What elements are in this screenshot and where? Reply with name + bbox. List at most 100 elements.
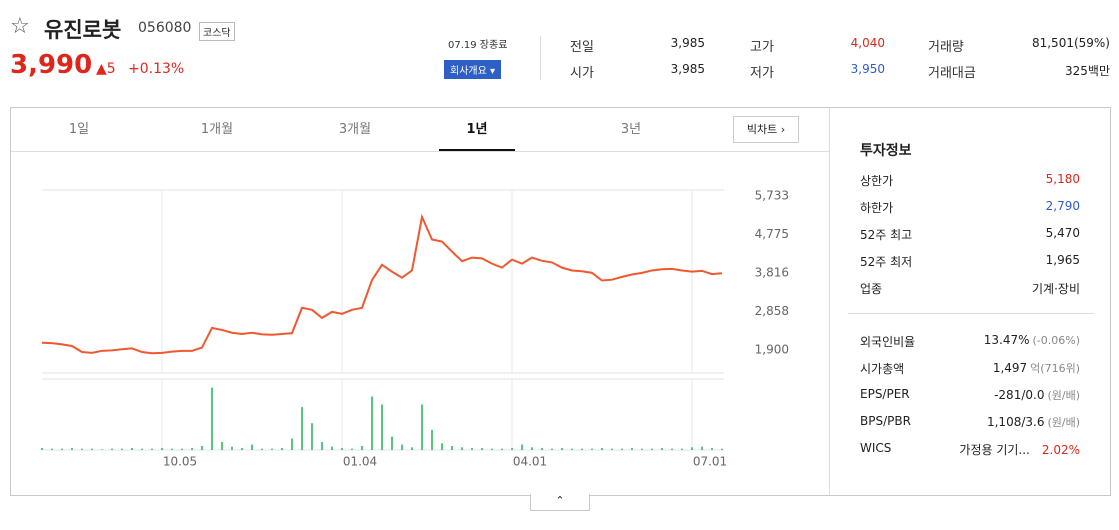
volume-bar xyxy=(581,448,583,450)
volume-bar xyxy=(261,448,263,450)
summary-value: 3,950 xyxy=(850,62,885,76)
tab[interactable]: 3년 xyxy=(620,122,642,137)
invest-number: 가정용 기기... xyxy=(959,443,1030,457)
y-tick-label: 1,900 xyxy=(755,343,789,357)
volume-bar xyxy=(171,448,173,450)
volume-bar xyxy=(461,447,463,450)
volume-bar xyxy=(691,447,693,450)
invest-sub: 2.02% xyxy=(1041,443,1080,457)
volume-bar xyxy=(41,447,43,450)
invest-value: 13.47% (-0.06%) xyxy=(984,333,1080,350)
invest-value: 2,790 xyxy=(1046,199,1080,216)
volume-bar xyxy=(671,448,673,450)
volume-bar xyxy=(431,429,433,450)
volume-bar xyxy=(661,447,663,450)
change-value: 5 xyxy=(106,61,116,77)
volume-bar xyxy=(211,387,213,450)
volume-bar xyxy=(61,448,63,450)
invest-row: 시가총액 1,497 억(716위) xyxy=(860,360,1080,377)
volume-bar xyxy=(571,448,573,450)
volume-bar xyxy=(231,446,233,450)
panel-divider xyxy=(829,108,830,495)
y-tick-label: 3,816 xyxy=(755,266,789,280)
volume-bar xyxy=(51,448,53,450)
volume-bar xyxy=(681,448,683,450)
volume-bar xyxy=(511,447,513,450)
y-tick-label: 4,775 xyxy=(755,227,789,241)
invest-row: 하한가 2,790 xyxy=(860,199,1080,216)
invest-number: 기계·장비 xyxy=(1032,282,1080,296)
collapse-button[interactable]: ⌃ xyxy=(530,494,590,511)
volume-bar xyxy=(131,447,133,450)
invest-sub: 억(716위) xyxy=(1030,362,1080,375)
volume-bar xyxy=(531,447,533,450)
volume-bar xyxy=(101,449,103,450)
volume-bar xyxy=(471,447,473,450)
invest-value: 1,108/3.6 (원/배) xyxy=(987,414,1080,430)
summary-value: 3,985 xyxy=(670,62,705,76)
tab[interactable]: 1년 xyxy=(439,108,515,151)
invest-number: 2,790 xyxy=(1045,199,1080,213)
volume-bar xyxy=(321,441,323,450)
invest-number: 5,470 xyxy=(1045,226,1080,240)
volume-bar xyxy=(521,444,523,450)
invest-value: 1,497 억(716위) xyxy=(993,360,1080,377)
volume-bar xyxy=(701,446,703,450)
invest-value: 가정용 기기... 2.02% xyxy=(959,441,1080,458)
summary-label: 고가 xyxy=(750,40,774,55)
volume-bar xyxy=(611,448,613,450)
summary-label: 거래대금 xyxy=(928,66,976,81)
volume-bar xyxy=(481,447,483,450)
star-icon[interactable]: ☆ xyxy=(10,14,30,39)
volume-bar xyxy=(371,396,373,450)
volume-bar xyxy=(191,447,193,450)
volume-bar xyxy=(401,444,403,450)
company-button[interactable]: 회사개요 ▾ xyxy=(444,60,502,79)
invest-row: BPS/PBR 1,108/3.6 (원/배) xyxy=(860,414,1080,430)
volume-bar xyxy=(551,448,553,450)
invest-label: 상한가 xyxy=(860,174,894,188)
volume-bar xyxy=(421,404,423,450)
volume-bar xyxy=(341,447,343,450)
date: 07.19 장종료 xyxy=(448,40,508,51)
x-tick-label: 04.01 xyxy=(513,455,547,469)
invest-row: 52주 최저 1,965 xyxy=(860,253,1080,270)
invest-value: 5,470 xyxy=(1046,226,1080,243)
invest-label: 외국인비율 xyxy=(860,335,916,349)
change: ▲5 xyxy=(96,61,116,77)
invest-row: 외국인비율 13.47% (-0.06%) xyxy=(860,333,1080,350)
invest-value: 5,180 xyxy=(1046,172,1080,189)
volume-bar xyxy=(451,445,453,450)
invest-number: -281/0.0 xyxy=(994,388,1045,402)
volume-bar xyxy=(281,447,283,450)
invest-label: 시가총액 xyxy=(860,362,905,376)
chart: 10.05 01.04 04.01 07.01 5,733 4,775 3,816 2,858… xyxy=(41,188,789,469)
volume-bar xyxy=(491,448,493,450)
volume-bar xyxy=(331,446,333,450)
invest-row: EPS/PER -281/0.0 (원/배) xyxy=(860,387,1080,403)
tab[interactable]: 1일 xyxy=(68,122,90,137)
summary-label: 전일 xyxy=(570,40,594,55)
volume-bar xyxy=(81,448,83,450)
invest-value: -281/0.0 (원/배) xyxy=(994,387,1080,403)
volume-bar xyxy=(141,448,143,450)
summary-value: 4,040 xyxy=(850,36,885,50)
volume-bar xyxy=(501,448,503,450)
x-tick-label: 07.01 xyxy=(693,455,727,469)
tab[interactable]: 3개월 xyxy=(338,122,372,137)
invest-number: 13.47% xyxy=(983,333,1030,347)
invest-row: 업종 기계·장비 xyxy=(860,280,1080,297)
invest-number: 1,497 xyxy=(992,361,1028,375)
summary-label: 시가 xyxy=(570,66,594,81)
market-badge: 코스닥 xyxy=(199,22,235,41)
invest-value: 1,965 xyxy=(1046,253,1080,270)
volume-bar xyxy=(411,447,413,450)
summary-value: 325백만 xyxy=(1065,64,1110,78)
volume-bar xyxy=(711,447,713,450)
invest-label: WICS xyxy=(860,441,892,455)
stock-code: 056080 xyxy=(138,20,192,36)
big-chart-button[interactable]: 빅차트 › xyxy=(733,116,799,143)
tab[interactable]: 1개월 xyxy=(200,122,234,137)
invest-label: 52주 최고 xyxy=(860,228,913,242)
y-tick-label: 2,858 xyxy=(755,304,789,318)
